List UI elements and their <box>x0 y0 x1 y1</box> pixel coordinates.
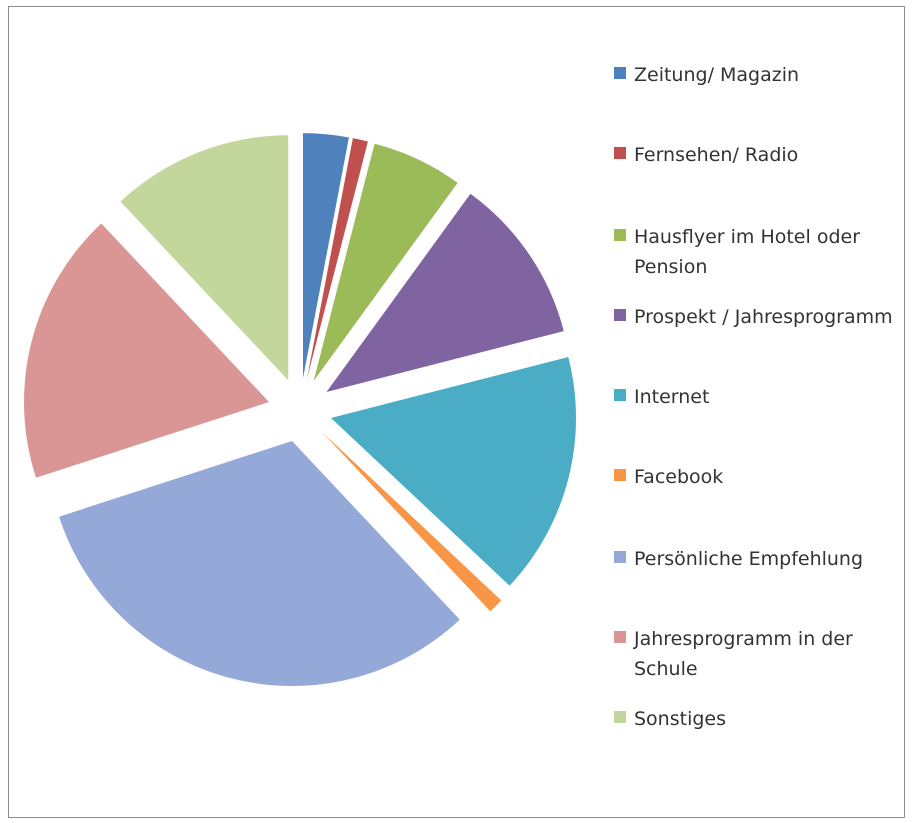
pie-slice <box>120 135 289 381</box>
pie-slice <box>313 143 458 382</box>
pie-slice <box>330 357 576 586</box>
pie-slice <box>326 193 564 393</box>
pie-slice <box>303 133 349 379</box>
pie-slice <box>24 223 270 478</box>
pie-slice <box>59 440 460 686</box>
pie-slice <box>306 138 368 379</box>
pie-slice <box>322 432 502 612</box>
